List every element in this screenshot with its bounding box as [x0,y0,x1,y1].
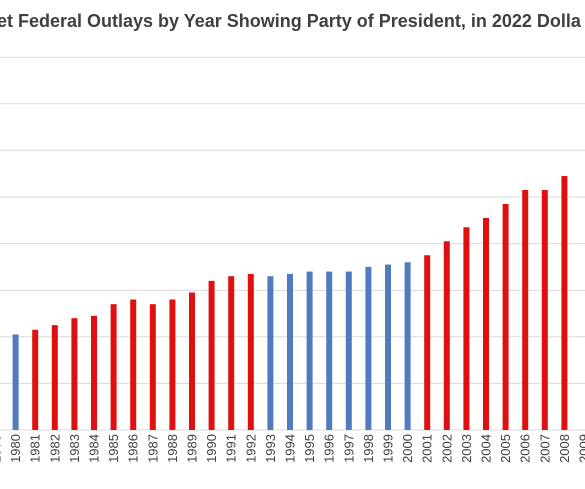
bar-1990 [208,280,215,430]
bar-1998 [365,266,372,430]
x-tick-label-2005: 2005 [498,434,513,463]
bar-1996 [326,271,333,430]
x-axis-tick-labels: 1979 1980 1981 1982 1983 1984 1985 1986 1987 1988… [0,434,585,463]
bar-1991 [228,276,235,430]
x-tick-label-1988: 1988 [165,434,180,463]
bar-2006 [522,190,529,430]
x-tick-label-1996: 1996 [322,434,337,463]
bar-2000 [404,262,411,430]
gridlines [0,56,585,431]
x-tick-label-1998: 1998 [361,434,376,463]
x-tick-label-1983: 1983 [67,434,82,463]
bar-2005 [502,203,509,430]
x-tick-label-2007: 2007 [537,434,552,463]
bar-2002 [443,241,450,430]
x-tick-label-1994: 1994 [283,434,298,463]
x-tick-label-2003: 2003 [459,434,474,463]
bar-2001 [424,255,431,430]
bar-1980 [12,334,19,430]
x-tick-label-1991: 1991 [224,434,239,463]
bar-1999 [385,264,391,430]
bar-1995 [306,271,313,430]
bar-1992 [247,273,254,430]
bar-2008 [561,176,568,430]
x-tick-label-1986: 1986 [126,434,141,463]
bar-2007 [541,190,548,430]
x-tick-label-2000: 2000 [400,434,415,463]
x-tick-label-1992: 1992 [243,434,258,463]
bar-1989 [189,292,195,430]
bar-1982 [51,325,58,430]
bar-1986 [130,299,137,430]
x-tick-label-1999: 1999 [381,434,396,463]
x-tick-label-1980: 1980 [8,434,23,463]
bar-2004 [483,217,489,430]
x-tick-label-1995: 1995 [302,434,317,463]
chart-title: et Federal Outlays by Year Showing Party… [0,11,582,31]
bar-1993 [267,276,274,430]
x-tick-label-2002: 2002 [439,434,454,463]
x-tick-label-2006: 2006 [518,434,533,463]
x-tick-label-1987: 1987 [145,434,160,463]
bar-1997 [345,271,352,430]
x-tick-label-1990: 1990 [204,434,219,463]
bar-1987 [149,304,156,430]
x-tick-label-2004: 2004 [479,434,494,463]
x-tick-label-1982: 1982 [47,434,62,463]
bar-1988 [169,299,176,430]
x-tick-label-2009: 2009 [577,434,585,463]
bars [12,176,568,430]
bar-2003 [463,227,470,430]
bar-1994 [287,273,293,430]
x-tick-label-1981: 1981 [28,434,43,463]
x-tick-label-1997: 1997 [341,434,356,463]
x-tick-label-1989: 1989 [185,434,200,463]
x-tick-label-1979: 1979 [0,434,4,463]
x-tick-label-1984: 1984 [87,434,102,463]
x-tick-label-2001: 2001 [420,434,435,463]
bar-1983 [71,318,78,430]
x-tick-label-2008: 2008 [557,434,572,463]
bar-1984 [91,315,97,430]
bar-1985 [110,304,117,430]
x-tick-label-1985: 1985 [106,434,121,463]
x-tick-label-1993: 1993 [263,434,278,463]
bar-1981 [32,329,39,430]
